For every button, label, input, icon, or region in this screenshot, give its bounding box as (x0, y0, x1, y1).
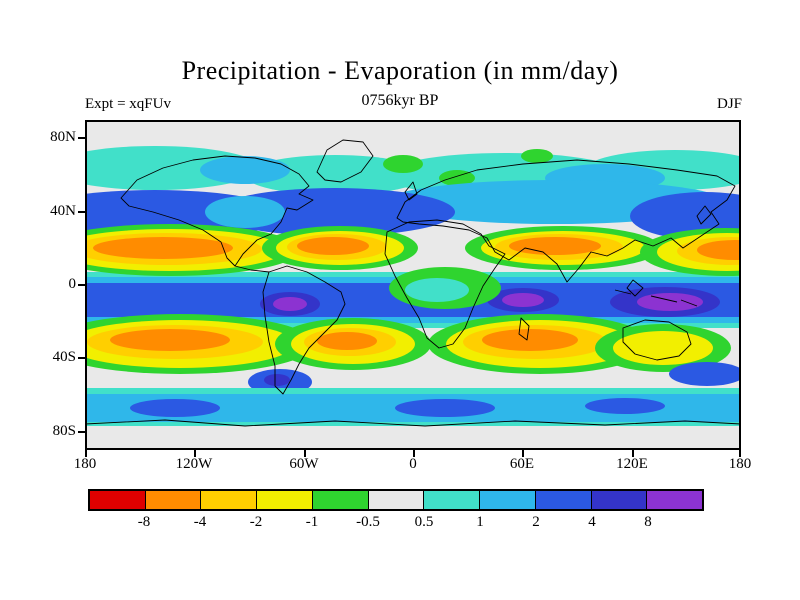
colorbar-cell (535, 491, 592, 509)
colorbar-tick-label: -8 (137, 514, 151, 530)
circumpolar-band (85, 388, 741, 428)
colorbar-tick-label: 1 (476, 514, 484, 530)
x-axis-tick-label: 60E (509, 456, 535, 472)
colorbar-tick-label: 2 (532, 514, 540, 530)
colorbar-tick-label: -4 (193, 514, 207, 530)
y-axis-tick (78, 284, 85, 286)
colorbar-labels: -8 -4 -2 -1 -0.5 0.5 1 2 4 8 (88, 514, 704, 534)
colorbar-tick-label: 0.5 (414, 514, 434, 530)
colorbar-tick-label: 4 (588, 514, 596, 530)
map-frame (85, 120, 741, 450)
x-axis-tick (194, 450, 196, 457)
x-axis-tick (739, 450, 741, 457)
coastlines (84, 139, 742, 427)
colorbar-cell (647, 491, 703, 509)
plot-subtitle: 0756kyr BP (361, 92, 439, 109)
colorbar-cell (480, 491, 536, 509)
experiment-label: Expt = xqFUv (85, 96, 171, 112)
x-axis-tick-label: 180 (73, 456, 97, 472)
colorbar-tick-label: -0.5 (356, 514, 380, 530)
y-axis-tick (78, 431, 85, 433)
x-axis-tick-label: 60W (289, 456, 319, 472)
y-axis-tick (78, 211, 85, 213)
map-plot-area (25, 120, 800, 450)
x-axis-tick-label: 0 (409, 456, 417, 472)
colorbar-cell (368, 491, 425, 509)
x-axis-tick (413, 450, 415, 457)
season-label: DJF (716, 96, 742, 112)
colorbar-cell (591, 491, 648, 509)
y-axis-tick-label: 40S (52, 349, 76, 365)
south-subtropical-band (45, 314, 731, 374)
antarctica-patch (85, 426, 741, 450)
colorbar-tick-label: -2 (249, 514, 263, 530)
page-title: Precipitation - Evaporation (in mm/day) (181, 56, 619, 85)
colorbar-cell (201, 491, 258, 509)
y-axis-tick-label: 40N (50, 203, 76, 219)
x-axis-tick-label: 180 (728, 456, 752, 472)
y-axis-tick-label: 80S (52, 423, 76, 439)
x-axis-tick-label: 120W (175, 456, 213, 472)
colorbar-tick-label: -1 (305, 514, 319, 530)
colorbar-cell (145, 491, 202, 509)
colorbar-cell (257, 491, 313, 509)
y-axis-tick (78, 357, 85, 359)
x-axis-tick (304, 450, 306, 457)
colorbar-tick-label: 8 (644, 514, 652, 530)
colorbar-cell (312, 491, 369, 509)
y-axis-tick (78, 137, 85, 139)
world-map-plot (25, 120, 800, 450)
y-axis-tick-label: 80N (50, 129, 76, 145)
y-axis-tick-label: 0 (68, 276, 77, 292)
x-axis-tick-label: 120E (616, 456, 648, 472)
equatorial-africa-patch (389, 267, 501, 309)
x-axis-tick (85, 450, 87, 457)
colorbar (88, 489, 704, 511)
colorbar-cell (90, 491, 146, 509)
x-axis-tick (522, 450, 524, 457)
colorbar-cell (424, 491, 481, 509)
x-axis-tick (632, 450, 634, 457)
